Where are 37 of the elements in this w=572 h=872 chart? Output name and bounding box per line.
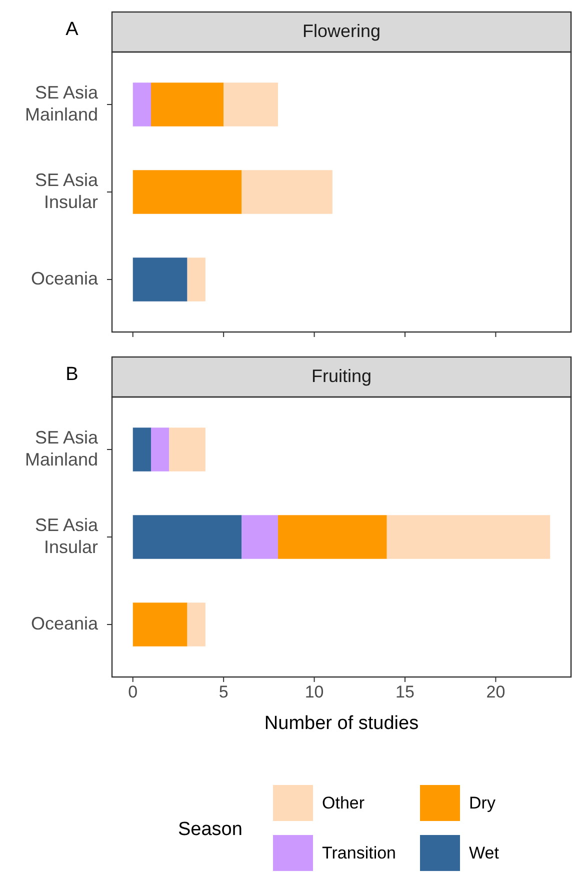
legend-label: Transition	[322, 843, 396, 862]
text: B	[66, 364, 78, 386]
y-tick-label: Oceania	[30, 613, 99, 634]
x-axis-title: Number of studies	[264, 713, 419, 734]
bar	[169, 428, 206, 472]
legend-label: Wet	[469, 843, 500, 862]
x-tick-label: 10	[304, 682, 324, 702]
legend-label: Other	[322, 793, 365, 812]
text: A	[66, 19, 79, 40]
x-tick-label: 20	[486, 682, 506, 702]
bar	[132, 602, 188, 646]
bar	[132, 515, 242, 559]
bar	[132, 170, 242, 214]
chart-title: Flowering	[302, 20, 381, 41]
y-tick-label: SE Asia Mainland	[24, 82, 99, 124]
y-tick-label: SE Asia Mainland	[24, 427, 99, 470]
y-tick-label: Oceania	[30, 268, 99, 288]
bar	[151, 82, 224, 126]
y-tick-label: SE Asia Insular	[34, 514, 99, 557]
x-tick-label: 15	[396, 682, 414, 702]
legend-label: Dry	[469, 793, 496, 812]
bar	[386, 515, 550, 559]
y-tick-label: SE Asia Insular	[34, 170, 99, 212]
chart-title: Fruiting	[311, 366, 372, 386]
bar	[132, 258, 188, 302]
bar	[242, 515, 278, 559]
x-tick-label: 5	[218, 682, 228, 702]
bar	[187, 602, 206, 646]
bar	[132, 428, 152, 472]
bar	[224, 82, 278, 126]
bar	[151, 428, 170, 472]
bar	[242, 170, 332, 214]
bar	[278, 515, 387, 559]
bar	[132, 82, 152, 126]
legend-title: Season	[178, 819, 242, 840]
x-tick-label: 0	[128, 682, 138, 702]
bar	[187, 258, 206, 302]
